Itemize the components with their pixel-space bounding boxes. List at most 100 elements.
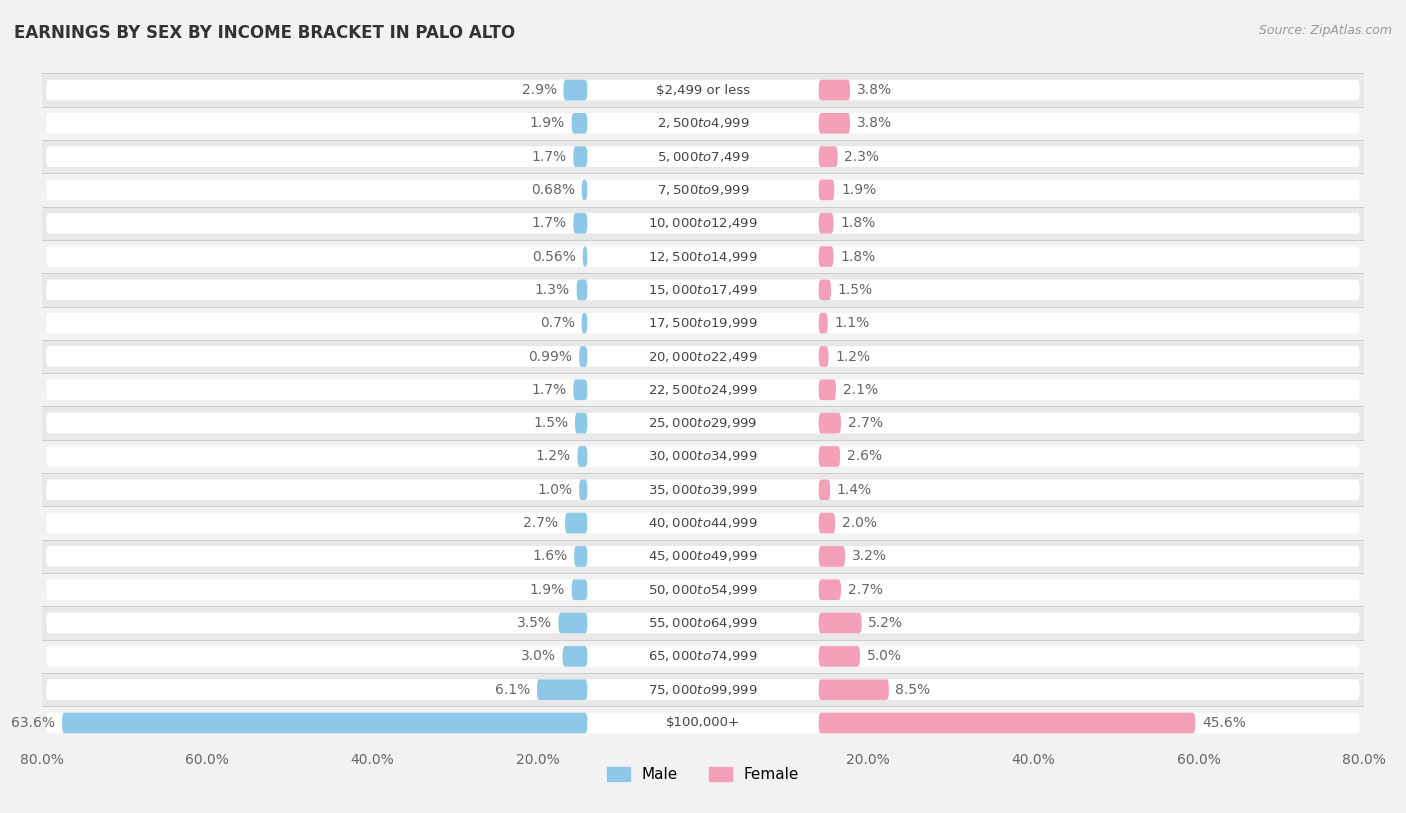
- FancyBboxPatch shape: [818, 446, 841, 467]
- FancyBboxPatch shape: [562, 646, 588, 667]
- Text: 3.8%: 3.8%: [856, 83, 891, 97]
- Text: 3.2%: 3.2%: [852, 550, 887, 563]
- FancyBboxPatch shape: [46, 646, 1360, 667]
- Text: $2,499 or less: $2,499 or less: [657, 84, 749, 97]
- FancyBboxPatch shape: [42, 573, 1364, 606]
- Text: 2.7%: 2.7%: [523, 516, 558, 530]
- Text: 1.8%: 1.8%: [841, 250, 876, 263]
- Text: 1.7%: 1.7%: [531, 216, 567, 230]
- FancyBboxPatch shape: [537, 680, 588, 700]
- FancyBboxPatch shape: [558, 613, 588, 633]
- Text: 6.1%: 6.1%: [495, 683, 530, 697]
- Text: 1.1%: 1.1%: [834, 316, 869, 330]
- FancyBboxPatch shape: [46, 146, 1360, 167]
- Text: 2.7%: 2.7%: [848, 583, 883, 597]
- Text: 0.68%: 0.68%: [531, 183, 575, 197]
- FancyBboxPatch shape: [574, 213, 588, 233]
- FancyBboxPatch shape: [42, 540, 1364, 573]
- FancyBboxPatch shape: [565, 513, 588, 533]
- FancyBboxPatch shape: [46, 280, 1360, 300]
- Text: 1.9%: 1.9%: [530, 116, 565, 130]
- FancyBboxPatch shape: [818, 613, 862, 633]
- Text: $12,500 to $14,999: $12,500 to $14,999: [648, 250, 758, 263]
- FancyBboxPatch shape: [818, 246, 834, 267]
- FancyBboxPatch shape: [42, 406, 1364, 440]
- FancyBboxPatch shape: [42, 473, 1364, 506]
- Text: 5.2%: 5.2%: [868, 616, 903, 630]
- Text: $45,000 to $49,999: $45,000 to $49,999: [648, 550, 758, 563]
- FancyBboxPatch shape: [582, 246, 588, 267]
- Text: 1.4%: 1.4%: [837, 483, 872, 497]
- FancyBboxPatch shape: [564, 80, 588, 100]
- Text: $20,000 to $22,499: $20,000 to $22,499: [648, 350, 758, 363]
- FancyBboxPatch shape: [42, 440, 1364, 473]
- Text: 1.9%: 1.9%: [530, 583, 565, 597]
- FancyBboxPatch shape: [42, 73, 1364, 107]
- FancyBboxPatch shape: [46, 380, 1360, 400]
- FancyBboxPatch shape: [818, 713, 1195, 733]
- FancyBboxPatch shape: [46, 213, 1360, 233]
- Text: 3.8%: 3.8%: [856, 116, 891, 130]
- Text: 63.6%: 63.6%: [11, 716, 55, 730]
- Text: $25,000 to $29,999: $25,000 to $29,999: [648, 416, 758, 430]
- Text: 3.5%: 3.5%: [517, 616, 551, 630]
- FancyBboxPatch shape: [46, 480, 1360, 500]
- FancyBboxPatch shape: [42, 107, 1364, 140]
- Legend: Male, Female: Male, Female: [600, 761, 806, 788]
- Text: $7,500 to $9,999: $7,500 to $9,999: [657, 183, 749, 197]
- Text: 1.7%: 1.7%: [531, 150, 567, 163]
- Text: $22,500 to $24,999: $22,500 to $24,999: [648, 383, 758, 397]
- FancyBboxPatch shape: [579, 346, 588, 367]
- Text: $30,000 to $34,999: $30,000 to $34,999: [648, 450, 758, 463]
- FancyBboxPatch shape: [42, 640, 1364, 673]
- Text: $17,500 to $19,999: $17,500 to $19,999: [648, 316, 758, 330]
- Text: 0.7%: 0.7%: [540, 316, 575, 330]
- FancyBboxPatch shape: [46, 446, 1360, 467]
- Text: $10,000 to $12,499: $10,000 to $12,499: [648, 216, 758, 230]
- FancyBboxPatch shape: [46, 546, 1360, 567]
- FancyBboxPatch shape: [42, 273, 1364, 307]
- FancyBboxPatch shape: [818, 513, 835, 533]
- Text: $50,000 to $54,999: $50,000 to $54,999: [648, 583, 758, 597]
- FancyBboxPatch shape: [62, 713, 588, 733]
- FancyBboxPatch shape: [574, 546, 588, 567]
- Text: 1.0%: 1.0%: [537, 483, 572, 497]
- FancyBboxPatch shape: [46, 80, 1360, 100]
- FancyBboxPatch shape: [46, 180, 1360, 200]
- Text: 2.9%: 2.9%: [522, 83, 557, 97]
- FancyBboxPatch shape: [46, 613, 1360, 633]
- FancyBboxPatch shape: [578, 446, 588, 467]
- Text: $75,000 to $99,999: $75,000 to $99,999: [648, 683, 758, 697]
- FancyBboxPatch shape: [42, 373, 1364, 406]
- Text: 1.7%: 1.7%: [531, 383, 567, 397]
- FancyBboxPatch shape: [42, 606, 1364, 640]
- Text: 0.56%: 0.56%: [533, 250, 576, 263]
- FancyBboxPatch shape: [46, 246, 1360, 267]
- Text: $55,000 to $64,999: $55,000 to $64,999: [648, 616, 758, 630]
- FancyBboxPatch shape: [818, 80, 851, 100]
- FancyBboxPatch shape: [574, 380, 588, 400]
- Text: 1.8%: 1.8%: [841, 216, 876, 230]
- FancyBboxPatch shape: [818, 680, 889, 700]
- FancyBboxPatch shape: [818, 413, 841, 433]
- Text: 1.5%: 1.5%: [838, 283, 873, 297]
- Text: $5,000 to $7,499: $5,000 to $7,499: [657, 150, 749, 163]
- FancyBboxPatch shape: [818, 646, 860, 667]
- FancyBboxPatch shape: [572, 580, 588, 600]
- Text: 2.3%: 2.3%: [844, 150, 879, 163]
- FancyBboxPatch shape: [818, 180, 834, 200]
- Text: 1.2%: 1.2%: [536, 450, 571, 463]
- FancyBboxPatch shape: [42, 240, 1364, 273]
- FancyBboxPatch shape: [46, 113, 1360, 133]
- FancyBboxPatch shape: [818, 346, 828, 367]
- Text: 2.7%: 2.7%: [848, 416, 883, 430]
- FancyBboxPatch shape: [818, 113, 851, 133]
- Text: 1.3%: 1.3%: [534, 283, 569, 297]
- Text: $15,000 to $17,499: $15,000 to $17,499: [648, 283, 758, 297]
- FancyBboxPatch shape: [42, 506, 1364, 540]
- FancyBboxPatch shape: [818, 380, 837, 400]
- Text: 0.99%: 0.99%: [529, 350, 572, 363]
- FancyBboxPatch shape: [582, 180, 588, 200]
- FancyBboxPatch shape: [818, 546, 845, 567]
- Text: 5.0%: 5.0%: [866, 650, 901, 663]
